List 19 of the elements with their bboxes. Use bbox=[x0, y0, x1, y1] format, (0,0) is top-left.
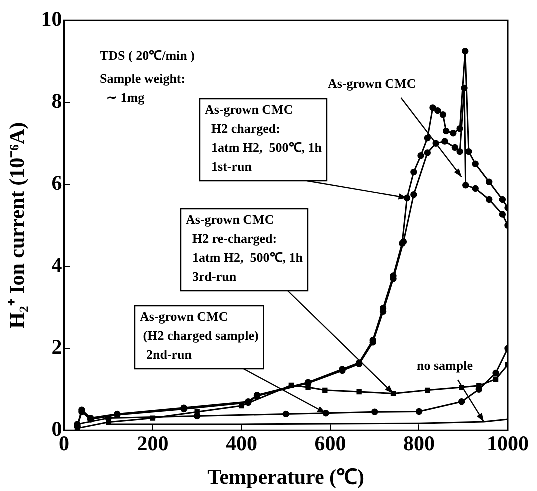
y-tick-label: 2 bbox=[52, 335, 62, 360]
x-tick-label: 600 bbox=[314, 432, 346, 456]
annotation: no sample bbox=[417, 358, 474, 373]
annotation: As-grown CMC H2 charged: 1atm H2, 500℃, 1h 1st-run bbox=[205, 102, 323, 174]
annotation: Sample weight: ∼ 1mg bbox=[100, 70, 186, 105]
y-axis-title: H₂⁺ Ion current (10⁻⁶A) bbox=[5, 122, 30, 329]
y-tick-label: 4 bbox=[52, 253, 63, 278]
y-tick-label: 6 bbox=[52, 171, 62, 196]
x-axis-title: Temperature (℃) bbox=[208, 464, 365, 489]
x-tick-label: 1000 bbox=[487, 432, 529, 456]
annotation: TDS ( 20℃/min ) bbox=[100, 48, 195, 63]
x-tick-label: 800 bbox=[403, 432, 435, 456]
annotation: As-grown CMC (H2 charged sample) 2nd-run bbox=[140, 308, 259, 362]
y-tick-label: 10 bbox=[41, 7, 62, 32]
x-tick-label: 400 bbox=[226, 432, 258, 456]
annotation: As-grown CMC bbox=[328, 76, 416, 91]
annotation: As-grown CMC H2 re-charged: 1atm H2, 500℃, 1h 3rd-run bbox=[186, 212, 304, 284]
x-tick-label: 200 bbox=[137, 432, 169, 456]
y-tick-label: 8 bbox=[52, 89, 62, 114]
